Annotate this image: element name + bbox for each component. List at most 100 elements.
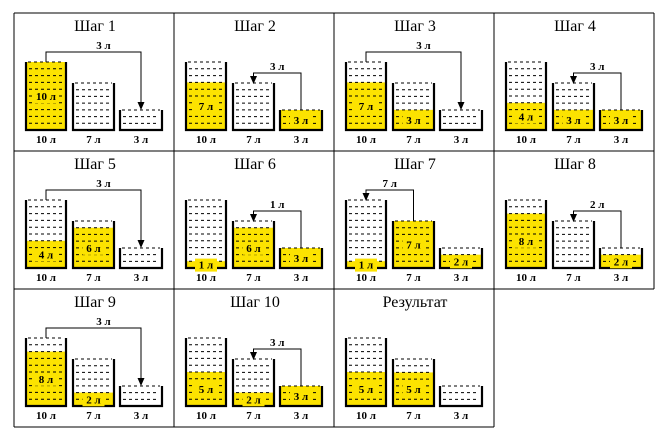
arrowhead bbox=[570, 76, 577, 84]
label-background bbox=[290, 390, 312, 403]
label-background bbox=[562, 113, 585, 127]
label-background bbox=[355, 258, 377, 272]
jug: 5 л 10 л bbox=[184, 337, 228, 422]
capacity-label: 10 л bbox=[36, 410, 56, 422]
volume-label: 7 л bbox=[406, 240, 420, 252]
jug: 3 л 3 л bbox=[278, 385, 324, 422]
step-cell: Шаг 1 3 л 10 л 10 л 7 л 3 л bbox=[24, 18, 164, 146]
label-background bbox=[290, 252, 312, 265]
jug: 3 л bbox=[118, 385, 164, 422]
jug-outline bbox=[344, 62, 388, 132]
transfer-label: 3 л bbox=[96, 316, 110, 328]
jug-outline bbox=[118, 386, 164, 408]
label-background bbox=[355, 100, 377, 114]
jug-outline bbox=[391, 221, 436, 270]
arrowhead bbox=[137, 240, 145, 248]
arrow-line bbox=[365, 51, 462, 103]
arrow-line bbox=[365, 189, 414, 221]
capacity-label: 10 л bbox=[196, 410, 216, 422]
label-background bbox=[450, 255, 472, 269]
volume-label: 7 л bbox=[359, 101, 373, 113]
volume-label: 2 л bbox=[246, 394, 260, 406]
jug: 4 л 10 л bbox=[24, 199, 68, 284]
arrow-line bbox=[253, 72, 302, 110]
volume-label: 5 л bbox=[359, 384, 373, 396]
transfer-label: 3 л bbox=[96, 178, 110, 190]
label-background bbox=[515, 234, 537, 248]
step-title: Шаг 3 bbox=[394, 18, 436, 35]
volume-label: 1 л bbox=[199, 260, 213, 272]
arrow-line bbox=[253, 348, 302, 386]
jug: 7 л bbox=[71, 82, 116, 146]
step-cell: Шаг 2 3 л 7 л 10 л 7 л 3 л 3 л bbox=[184, 18, 324, 146]
volume-label: 3 л bbox=[294, 391, 308, 403]
volume-label: 3 л bbox=[294, 115, 308, 127]
volume-label: 5 л bbox=[199, 384, 213, 396]
volume-label: 2 л bbox=[86, 394, 100, 406]
jug-outline bbox=[551, 221, 596, 270]
transfer-arrow: 3 л bbox=[365, 40, 465, 110]
label-background bbox=[195, 258, 217, 272]
jug-outline bbox=[278, 110, 324, 132]
capacity-label: 10 л bbox=[196, 272, 216, 284]
volume-label: 4 л bbox=[39, 249, 53, 261]
capacity-label: 3 л bbox=[454, 134, 468, 146]
transfer-label: 3 л bbox=[96, 40, 110, 52]
step-cell: Шаг 77 л1 л10 л7 л7 л2 л3 л bbox=[344, 156, 484, 284]
transfer-label: 2 л bbox=[590, 199, 604, 211]
jug: 2 л3 л bbox=[438, 247, 484, 284]
capacity-label: 3 л bbox=[134, 134, 148, 146]
capacity-label: 7 л bbox=[566, 134, 580, 146]
label-background bbox=[610, 114, 632, 127]
label-background bbox=[242, 241, 265, 255]
capacity-label: 3 л bbox=[614, 272, 628, 284]
label-background bbox=[82, 241, 105, 255]
volume-label: 3 л bbox=[294, 253, 308, 265]
jug-outline bbox=[184, 62, 228, 132]
capacity-label: 3 л bbox=[134, 272, 148, 284]
jug: 5 л 7 л bbox=[391, 358, 436, 422]
jug: 3 л bbox=[118, 247, 164, 284]
volume-label: 6 л bbox=[86, 243, 100, 255]
capacity-label: 3 л bbox=[294, 134, 308, 146]
capacity-label: 7 л bbox=[406, 410, 420, 422]
label-background bbox=[610, 255, 632, 269]
step-cell: Шаг 5 3 л 4 л 10 л 6 л 7 л 3 л bbox=[24, 156, 164, 284]
jug-outline bbox=[231, 221, 276, 270]
jug-outline bbox=[551, 83, 596, 132]
transfer-arrow: 2 л bbox=[570, 199, 622, 248]
volume-label: 8 л bbox=[519, 236, 533, 248]
arrowhead bbox=[137, 378, 145, 386]
jug: 3 л 7 л bbox=[551, 82, 596, 146]
jug-outline bbox=[504, 62, 548, 132]
transfer-arrow: 3 л bbox=[45, 316, 145, 386]
jug: 3 л 3 л bbox=[598, 109, 644, 146]
capacity-label: 7 л bbox=[406, 134, 420, 146]
capacity-label: 10 л bbox=[516, 134, 536, 146]
capacity-label: 3 л bbox=[454, 272, 468, 284]
capacity-label: 10 л bbox=[516, 272, 536, 284]
jug-outline bbox=[184, 338, 228, 408]
step-title: Шаг 5 bbox=[74, 156, 116, 173]
capacity-label: 7 л bbox=[246, 134, 260, 146]
label-background bbox=[402, 238, 425, 252]
volume-label: 3 л bbox=[566, 115, 580, 127]
capacity-label: 3 л bbox=[454, 410, 468, 422]
arrowhead bbox=[250, 352, 257, 360]
step-cell: Шаг 61 л1 л10 л6 л7 л3 л3 л bbox=[184, 156, 324, 284]
volume-label: 3 л bbox=[614, 115, 628, 127]
volume-label: 5 л bbox=[406, 384, 420, 396]
capacity-label: 7 л bbox=[86, 134, 100, 146]
jug-outline bbox=[231, 83, 276, 132]
jug: 7 л 10 л bbox=[344, 61, 388, 146]
jug: 2 л7 л bbox=[231, 358, 276, 422]
arrow-line bbox=[573, 72, 622, 110]
jug: 1 л10 л bbox=[184, 199, 228, 284]
jug-outline bbox=[438, 386, 484, 408]
capacity-label: 7 л bbox=[86, 410, 100, 422]
volume-label: 6 л bbox=[246, 243, 260, 255]
jug-outline bbox=[598, 110, 644, 132]
capacity-label: 7 л bbox=[246, 272, 260, 284]
transfer-arrow: 1 л bbox=[250, 199, 302, 248]
